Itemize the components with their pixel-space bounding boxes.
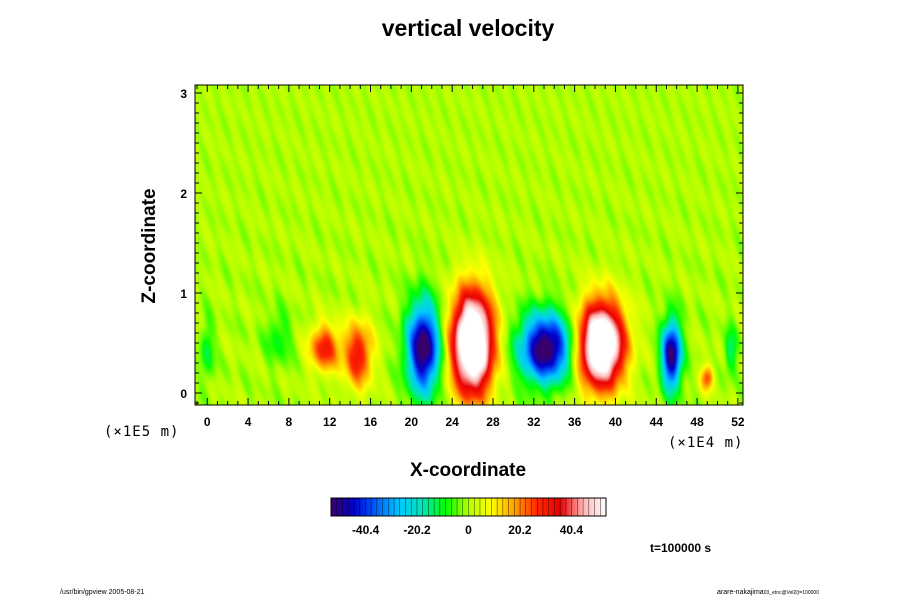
x-tick-label: 24 [445,415,459,429]
x-tick-label: 16 [364,415,378,429]
time-label: t=100000 s [650,541,712,555]
footer-right: arare-nakajima03_etnc@Vel2(t=100000 [717,589,819,596]
colorbar-tick-label: 20.2 [508,523,532,537]
y-axis-unit: (×1E5 m) [104,424,180,440]
colorbar: -40.4 -20.2 0 20.2 40.4 [330,497,607,537]
colorbar-ticks: -40.4 -20.2 0 20.2 40.4 [336,498,601,537]
heatmap-field [195,85,743,405]
chart-title: vertical velocity [381,15,555,41]
x-tick-label: 4 [245,415,252,429]
x-tick-label: 52 [731,415,745,429]
x-axis-label: X-coordinate [409,460,527,481]
x-tick-label: 0 [204,415,211,429]
y-tick-label: 0 [180,387,187,401]
x-tick-label: 32 [527,415,541,429]
footer-right-main: arare-nakajima [717,589,764,596]
plot-frame [194,84,744,406]
x-tick-label: 40 [609,415,623,429]
y-tick-label: 3 [180,87,187,101]
x-tick-label: 12 [323,415,337,429]
colorbar-frame [330,497,607,517]
x-axis-unit: (×1E4 m) [668,435,744,451]
x-tick-label: 36 [568,415,582,429]
y-tick-label: 2 [180,187,187,201]
colorbar-tick-label: 40.4 [560,523,584,537]
x-tick-label: 48 [690,415,704,429]
x-tick-label: 8 [286,415,293,429]
x-tick-label: 44 [650,415,664,429]
x-tick-label: 20 [405,415,419,429]
colorbar-tick-label: -20.2 [403,523,431,537]
footer-right-sub: 03_etnc@Vel2(t=100000 [763,590,819,596]
x-tick-label: 28 [486,415,500,429]
footer-left: /usr/bin/gpview 2005-08-21 [60,589,145,596]
y-tick-label: 1 [180,287,187,301]
colorbar-tick-label: 0 [465,523,472,537]
colorbar-tick-label: -40.4 [352,523,380,537]
